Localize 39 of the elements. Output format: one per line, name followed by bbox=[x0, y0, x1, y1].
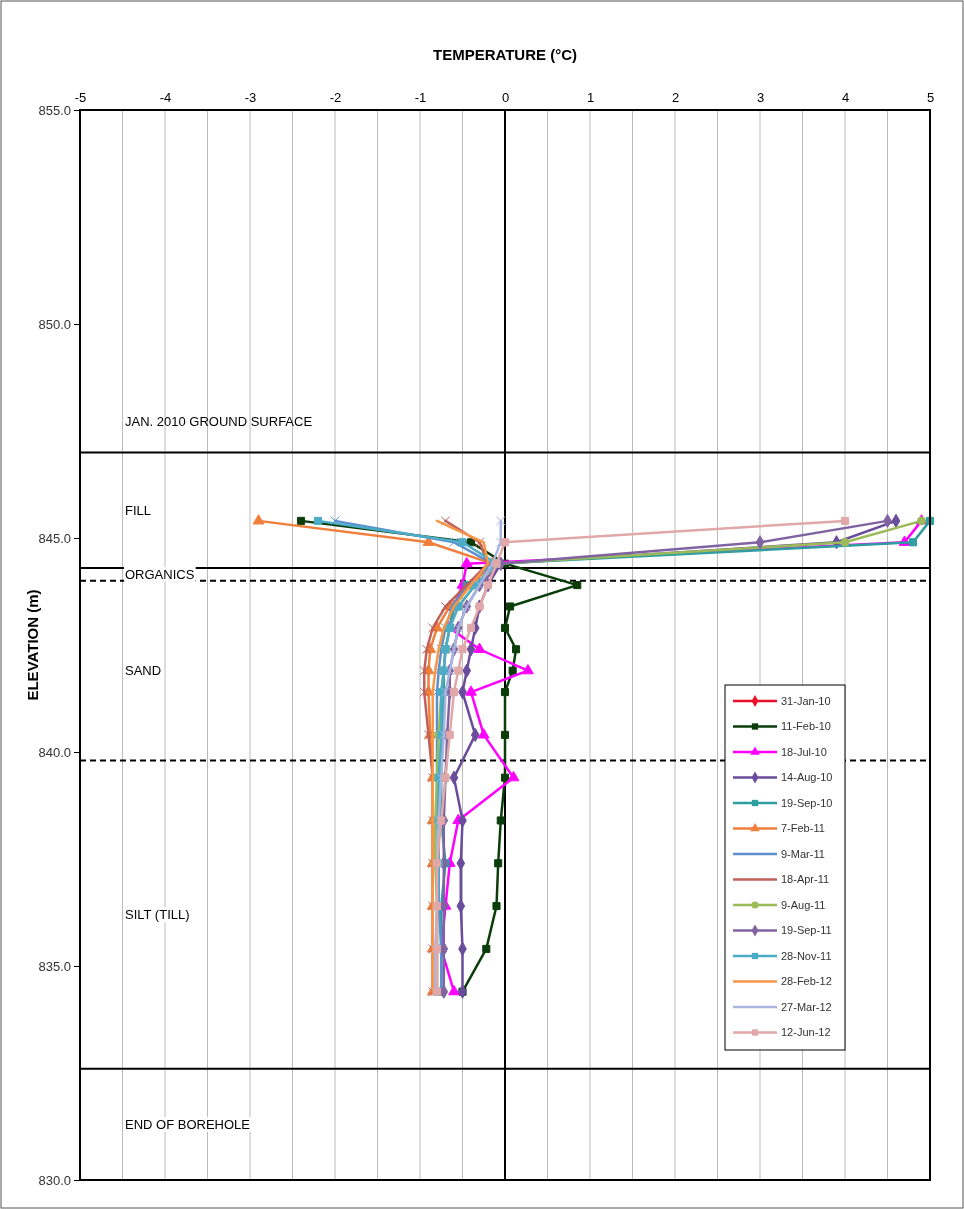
legend-label: 31-Jan-10 bbox=[781, 694, 831, 707]
x-tick-label: -1 bbox=[414, 90, 427, 105]
x-tick-label: 2 bbox=[671, 90, 680, 105]
x-tick-label: -2 bbox=[329, 90, 342, 105]
legend-label: 9-Aug-11 bbox=[781, 898, 826, 911]
annotation: ORGANICS bbox=[125, 566, 195, 582]
x-tick-label: 3 bbox=[756, 90, 765, 105]
legend-label: 18-Apr-11 bbox=[781, 873, 830, 886]
y-tick-label: 835.0 bbox=[38, 958, 71, 974]
x-tick-label: 0 bbox=[501, 90, 510, 105]
annotation: END OF BOREHOLE bbox=[125, 1116, 251, 1132]
x-tick-label: -4 bbox=[159, 90, 172, 105]
legend-label: 9-Mar-11 bbox=[781, 847, 825, 860]
ref-line-label: JAN. 2010 GROUND SURFACE bbox=[125, 414, 313, 430]
legend-label: 19-Sep-10 bbox=[781, 796, 833, 809]
legend-label: 19-Sep-11 bbox=[781, 924, 832, 937]
x-tick-label: -5 bbox=[74, 90, 87, 105]
legend-label: 27-Mar-12 bbox=[781, 1000, 832, 1013]
y-tick-label: 840.0 bbox=[38, 744, 71, 760]
x-tick-label: 5 bbox=[926, 90, 935, 105]
legend-label: 18-Jul-10 bbox=[781, 745, 827, 758]
legend-label: 11-Feb-10 bbox=[781, 720, 831, 733]
legend-label: 28-Feb-12 bbox=[781, 975, 832, 988]
x-axis-title: TEMPERATURE (°C) bbox=[432, 46, 578, 63]
x-tick-label: 4 bbox=[841, 90, 850, 105]
legend-label: 28-Nov-11 bbox=[781, 949, 832, 962]
y-tick-label: 855.0 bbox=[38, 102, 71, 118]
y-axis-title: ELEVATION (m) bbox=[24, 589, 41, 701]
annotation: FILL bbox=[125, 502, 152, 518]
x-tick-label: 1 bbox=[586, 90, 595, 105]
y-tick-label: 845.0 bbox=[38, 530, 71, 546]
legend-label: 12-Jun-12 bbox=[781, 1026, 831, 1039]
annotation: SILT (TILL) bbox=[125, 907, 190, 923]
y-tick-label: 850.0 bbox=[38, 316, 71, 332]
annotation: SAND bbox=[125, 663, 162, 679]
legend-label: 7-Feb-11 bbox=[781, 822, 825, 835]
x-tick-label: -3 bbox=[244, 90, 257, 105]
y-tick-label: 830.0 bbox=[38, 1172, 71, 1188]
legend-label: 14-Aug-10 bbox=[781, 771, 833, 784]
